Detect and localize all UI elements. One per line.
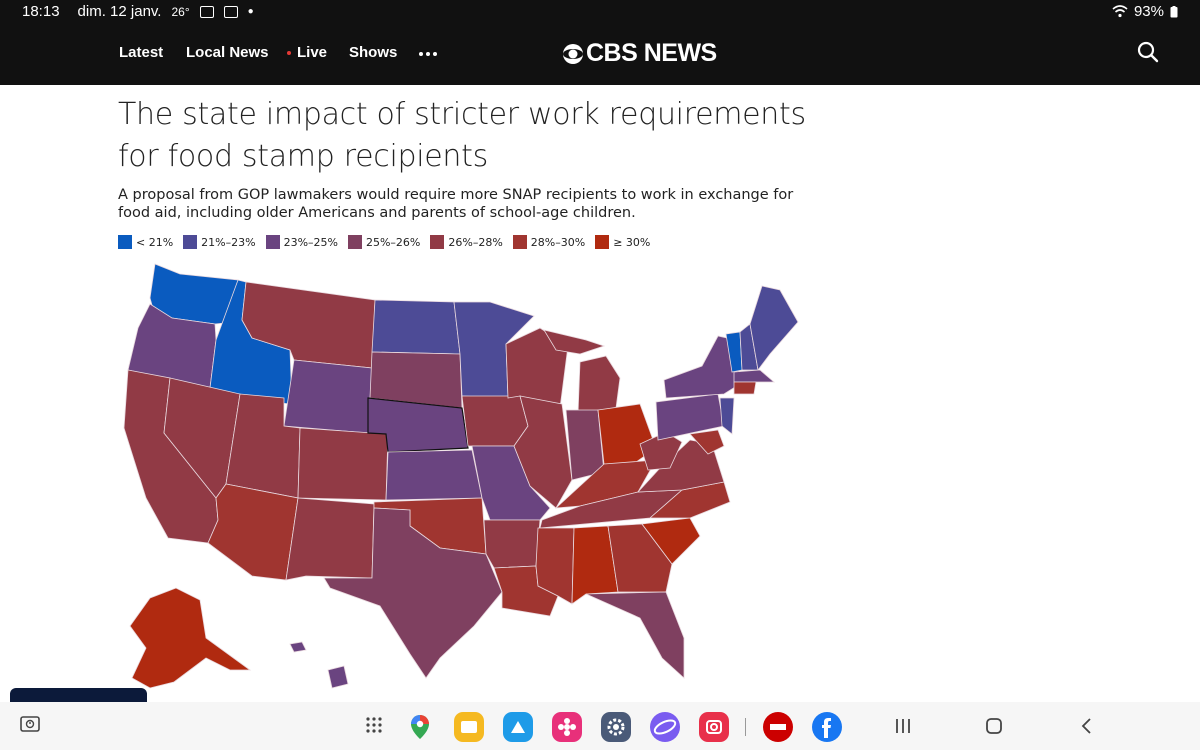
- nav-shows[interactable]: Shows: [349, 44, 398, 61]
- article-subtitle: A proposal from GOP lawmakers would requ…: [118, 187, 794, 221]
- legend-label: ≥ 30%: [613, 235, 651, 249]
- store-icon[interactable]: [503, 712, 533, 742]
- gallery-icon: [223, 5, 238, 18]
- state-iowa[interactable]: [461, 395, 529, 447]
- state-connecticut[interactable]: [733, 381, 757, 395]
- maps-icon[interactable]: [405, 712, 435, 742]
- search-icon[interactable]: [1136, 40, 1160, 64]
- state-wyoming[interactable]: [283, 359, 373, 434]
- state-maryland[interactable]: [689, 429, 725, 455]
- recent-screenshot-icon[interactable]: [20, 715, 40, 735]
- legend-item: 25%–26%: [347, 235, 421, 249]
- site-header: Latest Local News Live Shows CBS NEWS: [0, 24, 1200, 85]
- status-date: dim. 12 janv.: [77, 3, 162, 20]
- state-kansas[interactable]: [385, 449, 483, 501]
- nav-live[interactable]: Live: [287, 44, 327, 61]
- notification-icon: [199, 5, 214, 18]
- apps-grid-icon[interactable]: [365, 716, 383, 734]
- state-michigan-upper[interactable]: [543, 329, 606, 355]
- blossom-app-icon[interactable]: [552, 712, 582, 742]
- logo-text: CBS NEWS: [586, 39, 717, 67]
- status-time: 18:13: [22, 3, 60, 20]
- legend-label: 21%–23%: [201, 235, 256, 249]
- legend-swatch: [183, 235, 198, 249]
- legend-item: 28%–30%: [512, 235, 586, 249]
- state-north-carolina[interactable]: [648, 481, 731, 519]
- dot-icon: ●: [247, 6, 254, 17]
- state-colorado[interactable]: [297, 427, 389, 501]
- recents-button-icon[interactable]: [894, 717, 912, 735]
- legend-swatch: [595, 235, 610, 249]
- battery-level: 93%: [1133, 3, 1164, 20]
- state-alaska[interactable]: [129, 587, 252, 689]
- browser-icon[interactable]: [650, 712, 680, 742]
- legend-swatch: [512, 235, 527, 249]
- legend-item: ≥ 30%: [595, 235, 650, 249]
- state-georgia[interactable]: [607, 523, 673, 593]
- legend-label: 25%–26%: [365, 235, 421, 249]
- battery-icon: [1170, 5, 1178, 17]
- state-arkansas[interactable]: [483, 519, 541, 569]
- legend-item: 23%–25%: [265, 235, 338, 249]
- state-maine[interactable]: [749, 285, 799, 371]
- legend-swatch: [430, 235, 445, 249]
- us-states-map: [123, 263, 799, 689]
- state-illinois[interactable]: [513, 395, 573, 509]
- legend-label: 28%–30%: [530, 235, 586, 249]
- settings-icon[interactable]: [601, 712, 631, 742]
- legend-item: 21%–23%: [183, 235, 256, 249]
- taskbar-divider: [745, 718, 746, 736]
- back-button-icon[interactable]: [1078, 717, 1096, 735]
- more-menu-icon[interactable]: [419, 52, 437, 56]
- state-kentucky[interactable]: [554, 459, 657, 509]
- legend-label: 26%–28%: [448, 235, 503, 249]
- state-south-carolina[interactable]: [641, 517, 701, 565]
- nav-latest[interactable]: Latest: [119, 44, 164, 61]
- legend-swatch: [265, 235, 280, 249]
- files-icon[interactable]: [454, 712, 484, 742]
- camera-icon[interactable]: [699, 712, 729, 742]
- state-texas[interactable]: [323, 507, 503, 679]
- legend-swatch: [118, 235, 132, 249]
- status-temperature: 26°: [171, 4, 190, 19]
- wifi-icon: [1112, 5, 1128, 18]
- status-bar: 18:13 dim. 12 janv. 26° ● 93%: [0, 0, 1200, 24]
- legend-label: 23%–25%: [283, 235, 338, 249]
- nav-local-news[interactable]: Local News: [186, 44, 269, 61]
- home-button-icon[interactable]: [985, 717, 1003, 735]
- map-legend: < 21% 21%–23% 23%–25% 25%–26% 26%–28% 28…: [118, 235, 660, 249]
- nav-live-label: Live: [297, 44, 328, 61]
- state-florida[interactable]: [585, 591, 685, 679]
- facebook-icon[interactable]: [812, 712, 842, 742]
- cbs-logo[interactable]: CBS NEWS: [562, 39, 717, 68]
- state-north-dakota[interactable]: [371, 299, 461, 355]
- system-taskbar: [0, 702, 1200, 750]
- cbs-eye-icon: [563, 43, 583, 64]
- state-ohio[interactable]: [597, 403, 657, 473]
- legend-swatch: [347, 235, 362, 249]
- legend-label: < 21%: [136, 235, 174, 249]
- article-title: The state impact of stricter work requir…: [118, 97, 806, 174]
- cnn-icon[interactable]: [763, 712, 793, 742]
- state-michigan[interactable]: [577, 355, 621, 415]
- legend-item: < 21%: [118, 235, 173, 249]
- live-dot-icon: [287, 51, 291, 56]
- state-hawaii[interactable]: [327, 665, 349, 689]
- legend-item: 26%–28%: [430, 235, 503, 249]
- state-new-mexico[interactable]: [285, 497, 375, 581]
- state-arizona[interactable]: [207, 483, 299, 581]
- state-massachusetts[interactable]: [733, 369, 776, 383]
- state-hawaii-islands[interactable]: [289, 641, 307, 653]
- state-new-jersey[interactable]: [719, 397, 735, 435]
- state-alabama[interactable]: [571, 525, 619, 605]
